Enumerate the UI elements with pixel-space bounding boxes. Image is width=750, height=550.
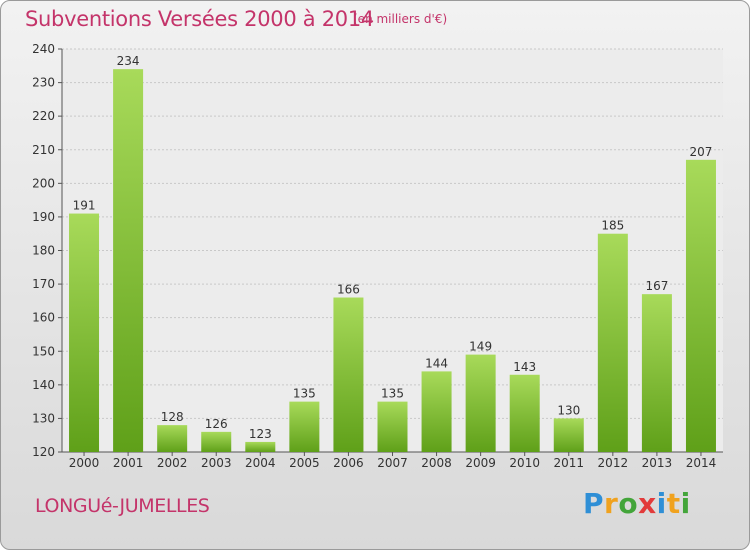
proxiti-logo: Proxiti [583,487,691,520]
bar [421,371,452,452]
bar-value-label: 185 [601,219,624,233]
bar-value-label: 207 [690,145,713,159]
bar-value-label: 126 [205,417,228,431]
logo-letter: o [618,487,639,520]
x-tick-label: 2001 [113,456,144,470]
logo-letter: r [604,487,619,520]
bar-value-label: 166 [337,283,360,297]
y-tick-label: 170 [32,277,55,291]
bar-value-label: 144 [425,356,448,370]
bar [113,69,144,453]
chart-subtitle: (en milliers d'€) [353,12,448,26]
bar [69,213,100,452]
bar-value-label: 149 [469,340,492,354]
bar-value-label: 130 [557,403,580,417]
bar [289,401,320,452]
y-tick-label: 130 [32,411,55,425]
bar [201,431,232,452]
bar-value-label: 135 [381,387,404,401]
bar [157,425,188,452]
y-tick-label: 240 [32,42,55,56]
bar-value-label: 234 [117,54,140,68]
logo-letter: i [656,487,667,520]
x-tick-label: 2013 [642,456,673,470]
bar-value-label: 167 [645,279,668,293]
y-tick-label: 150 [32,344,55,358]
bar [377,401,408,452]
bar [245,441,276,452]
y-tick-label: 160 [32,311,55,325]
bar [333,297,364,452]
bar-value-label: 128 [161,410,184,424]
y-tick-label: 210 [32,143,55,157]
x-tick-label: 2012 [598,456,629,470]
y-tick-label: 120 [32,445,55,459]
x-tick-label: 2004 [245,456,276,470]
logo-letter: i [680,487,691,520]
y-tick-label: 200 [32,176,55,190]
x-tick-label: 2011 [553,456,584,470]
y-tick-label: 180 [32,244,55,258]
bar [465,354,496,452]
x-tick-label: 2007 [377,456,408,470]
bar [553,418,584,452]
logo-letter: t [666,487,681,520]
bar-value-label: 191 [73,199,96,213]
chart-title: Subventions Versées 2000 à 2014 [25,7,374,31]
x-tick-label: 2010 [509,456,540,470]
y-tick-label: 140 [32,378,55,392]
x-tick-label: 2002 [157,456,188,470]
logo-letter: P [583,487,605,520]
bar-value-label: 123 [249,427,272,441]
x-tick-label: 2005 [289,456,320,470]
x-tick-label: 2014 [686,456,717,470]
x-tick-label: 2000 [69,456,100,470]
y-tick-label: 230 [32,76,55,90]
bar [597,233,628,452]
bar-value-label: 135 [293,387,316,401]
x-tick-label: 2003 [201,456,232,470]
y-tick-label: 190 [32,210,55,224]
bar [641,294,672,452]
x-tick-label: 2009 [465,456,496,470]
y-tick-label: 220 [32,109,55,123]
x-tick-label: 2008 [421,456,452,470]
bar [685,159,716,452]
bar [509,374,540,452]
commune-name: LONGUé-JUMELLES [35,495,210,517]
x-tick-label: 2006 [333,456,364,470]
logo-letter: x [638,487,657,520]
bar-value-label: 143 [513,360,536,374]
